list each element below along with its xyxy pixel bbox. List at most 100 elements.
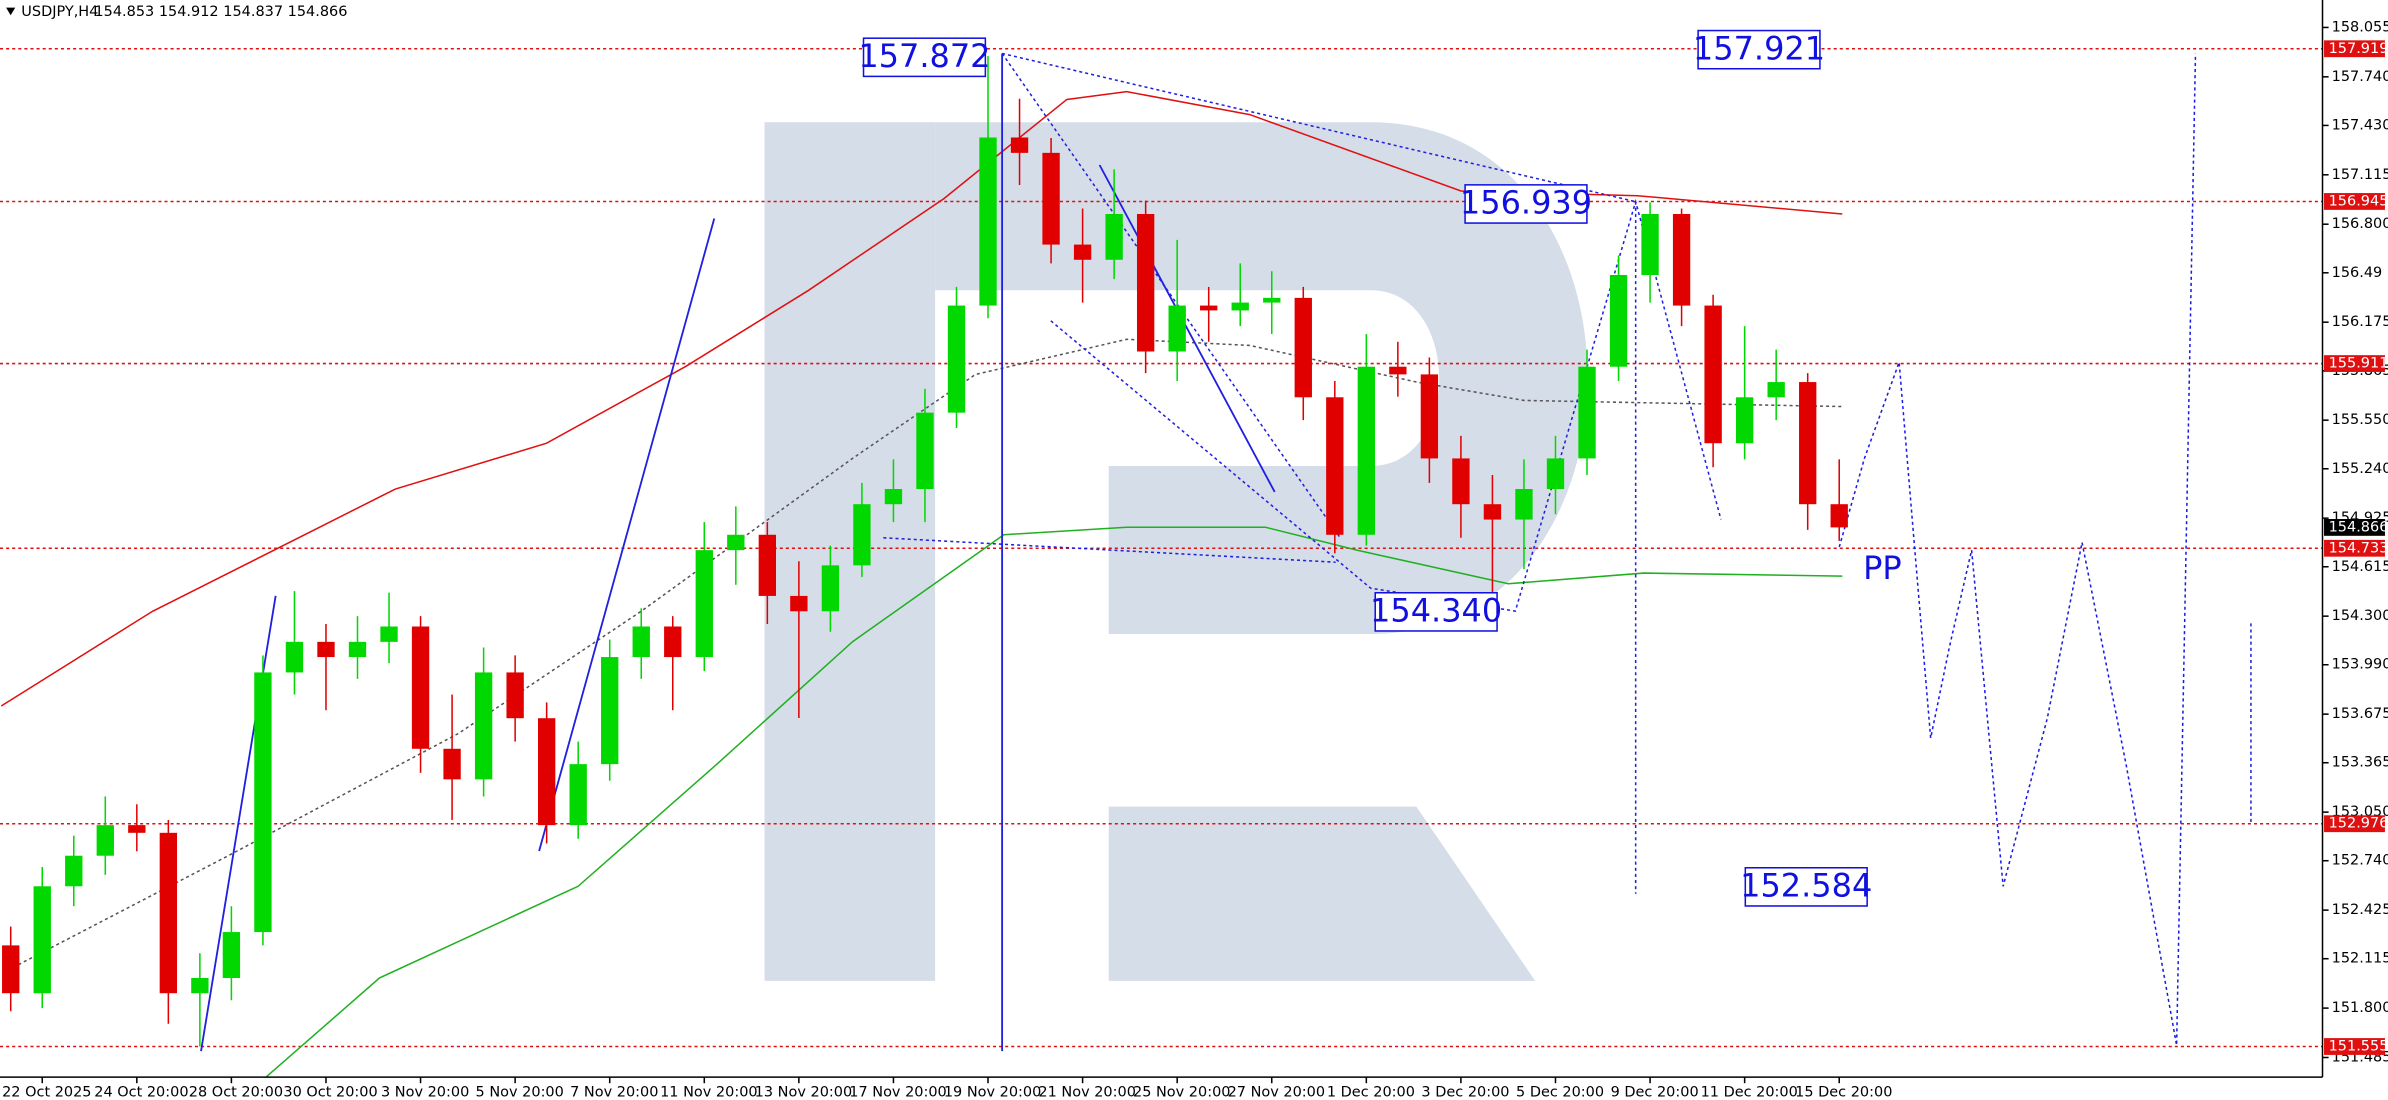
candle-body — [1200, 305, 1218, 311]
y-tick-label: 157.115 — [2332, 167, 2388, 183]
x-tick-label: 3 Nov 20:00 — [381, 1084, 469, 1100]
candle-body — [1420, 374, 1439, 459]
drawings — [200, 52, 2252, 1052]
x-tick-label: 5 Nov 20:00 — [476, 1084, 564, 1100]
level-label-bg — [2324, 1038, 2385, 1055]
x-tick-label: 17 Nov 20:00 — [849, 1084, 947, 1100]
ohlc-low: 154.837 — [223, 4, 283, 20]
x-tick-label: 11 Dec 20:00 — [1701, 1084, 1798, 1100]
candle-body — [1105, 214, 1123, 260]
candle-body — [1641, 214, 1659, 275]
watermark — [764, 122, 1588, 981]
data-layer — [2, 53, 2197, 1047]
candle-body — [853, 504, 871, 566]
annotation: 157.921 — [1693, 29, 1825, 67]
x-tick-label: 11 Nov 20:00 — [660, 1084, 758, 1100]
candle-body — [1578, 366, 1596, 459]
candle-body — [1609, 274, 1628, 367]
last-price-label: 154.866 — [2329, 519, 2388, 535]
candle-body — [1704, 305, 1722, 444]
candle-body — [1389, 366, 1407, 375]
annotation: 156.939 — [1460, 184, 1592, 222]
annotation: 157.872 — [858, 37, 990, 75]
x-tick-label: 27 Nov 20:00 — [1228, 1084, 1326, 1100]
candle-body — [222, 932, 241, 978]
candle-body — [979, 137, 997, 306]
candle-body — [727, 534, 745, 551]
annotation: PP — [1863, 549, 1902, 587]
candle-body — [1357, 366, 1376, 535]
candle-body — [664, 626, 682, 658]
x-tick-label: 7 Nov 20:00 — [570, 1084, 658, 1100]
candle-body — [695, 550, 713, 658]
candle-body — [159, 832, 178, 994]
y-tick-label: 153.675 — [2332, 706, 2388, 722]
candle-body — [411, 626, 430, 749]
ohlc-high: 154.912 — [159, 4, 219, 20]
candle-body — [1231, 302, 1249, 311]
candle-body — [443, 748, 461, 780]
candle-body — [285, 641, 304, 673]
x-tick-label: 3 Dec 20:00 — [1421, 1084, 1509, 1100]
ohlc-close: 154.866 — [288, 4, 348, 20]
candle-body — [1483, 504, 1502, 520]
candle-body — [1136, 214, 1155, 352]
candle-body — [1799, 382, 1817, 505]
candle-body — [1010, 137, 1029, 153]
ohlc: 154.853 154.912 154.837 154.866 — [94, 4, 347, 20]
level-label-bg — [2324, 539, 2385, 557]
candle-body — [1830, 504, 1848, 528]
level-label: 155.911 — [2329, 356, 2388, 372]
candle-body — [474, 672, 493, 780]
candle-body — [65, 855, 83, 887]
candle-body — [537, 718, 556, 826]
x-tick-label: 21 Nov 20:00 — [1038, 1084, 1136, 1100]
candle-body — [1326, 397, 1344, 535]
x-tick-label: 9 Dec 20:00 — [1611, 1084, 1699, 1100]
y-tick-label: 153.990 — [2332, 657, 2388, 673]
y-tick-label: 151.800 — [2332, 1000, 2388, 1016]
candle-body — [1672, 214, 1691, 306]
candle-body — [1042, 152, 1060, 245]
x-tick-label: 13 Nov 20:00 — [755, 1084, 853, 1100]
x-tick-label: 1 Dec 20:00 — [1327, 1084, 1415, 1100]
x-tick-label: 5 Dec 20:00 — [1516, 1084, 1604, 1100]
x-tick-label: 28 Oct 20:00 — [189, 1084, 283, 1100]
symbol: USDJPY,H4 — [21, 4, 98, 20]
x-tick-label: 24 Oct 20:00 — [94, 1084, 188, 1100]
y-tick-label: 157.430 — [2332, 117, 2388, 133]
y-tick-label: 156.49 — [2332, 265, 2383, 281]
level-label: 151.555 — [2329, 1038, 2388, 1054]
candle-body — [128, 825, 146, 833]
x-tick-label: 25 Nov 20:00 — [1133, 1084, 1231, 1100]
annotation: 154.340 — [1370, 592, 1502, 630]
candle-body — [254, 672, 272, 933]
candle-body — [96, 825, 114, 856]
candle-body — [1452, 458, 1470, 505]
candle-body — [1546, 458, 1565, 489]
candle-body — [191, 977, 209, 994]
candle-body — [790, 595, 808, 612]
y-tick-label: 154.615 — [2332, 559, 2388, 575]
candle-body — [1168, 305, 1186, 352]
y-tick-label: 156.800 — [2332, 216, 2388, 232]
candle-body — [1515, 488, 1533, 520]
last-price-bg — [2324, 519, 2385, 536]
candle-body — [821, 565, 840, 612]
level-label: 156.945 — [2329, 193, 2388, 209]
y-tick-label: 157.740 — [2332, 69, 2388, 85]
level-label-bg — [2324, 40, 2385, 58]
y-tick-label: 152.115 — [2332, 951, 2388, 967]
y-tick-label: 152.425 — [2332, 902, 2388, 918]
x-tick-label: 30 Oct 20:00 — [283, 1084, 377, 1100]
header: USDJPY,H4 154.853 154.912 154.837 154.86… — [6, 4, 347, 20]
level-label-bg — [2324, 193, 2385, 210]
x-tick-label: 22 Oct 2025 — [2, 1084, 91, 1100]
candle-body — [884, 488, 903, 505]
y-tick-label: 153.365 — [2332, 755, 2388, 771]
overlay-line — [0, 90, 1843, 707]
candle-body — [601, 657, 619, 765]
level-label-bg — [2324, 355, 2385, 372]
